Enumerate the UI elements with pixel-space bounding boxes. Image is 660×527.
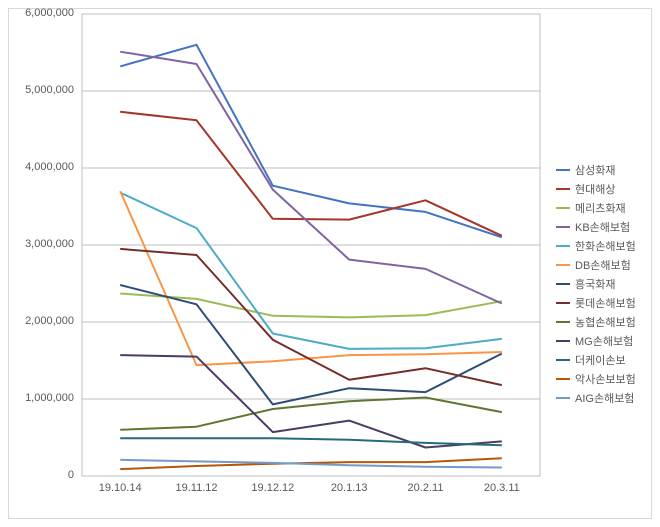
legend-item: 더케이손보 (556, 350, 636, 369)
legend-label: 삼성화재 (575, 162, 615, 178)
y-tick-label: 5,000,000 (0, 84, 74, 96)
legend-label: AIG손해보험 (575, 390, 634, 406)
x-tick-label: 20.1.13 (311, 482, 387, 494)
y-tick-label: 2,000,000 (0, 315, 74, 327)
legend-swatch (556, 207, 570, 209)
legend-item: 농협손해보험 (556, 312, 636, 331)
y-tick-label: 4,000,000 (0, 161, 74, 173)
legend-swatch (556, 302, 570, 304)
legend-swatch (556, 283, 570, 285)
chart-legend: 삼성화재현대해상메리츠화재 KB손해보험한화손해보험 DB손해보험흥국화재롯데손해보… (556, 160, 636, 407)
legend-label: 흥국화재 (575, 276, 615, 292)
x-tick-label: 20.2.11 (387, 482, 463, 494)
legend-label: 농협손해보험 (575, 314, 636, 330)
legend-label: DB손해보험 (575, 257, 631, 273)
legend-label: 현대해상 (575, 181, 615, 197)
legend-swatch (556, 321, 570, 323)
legend-item: 삼성화재 (556, 160, 636, 179)
legend-swatch (556, 359, 570, 361)
legend-item: 현대해상 (556, 179, 636, 198)
legend-swatch (556, 245, 570, 247)
y-tick-label: 0 (0, 469, 74, 481)
legend-item: AIG손해보험 (556, 388, 636, 407)
legend-swatch (556, 188, 570, 190)
legend-item: KB손해보험 (556, 217, 636, 236)
legend-label: 한화손해보험 (575, 238, 636, 254)
legend-swatch (556, 378, 570, 380)
x-tick-label: 19.12.12 (235, 482, 311, 494)
chart-container: 삼성화재현대해상메리츠화재 KB손해보험한화손해보험 DB손해보험흥국화재롯데손해보… (0, 0, 660, 527)
legend-item: 롯데손해보험 (556, 293, 636, 312)
legend-swatch (556, 169, 570, 171)
legend-swatch (556, 397, 570, 399)
legend-label: KB손해보험 (575, 219, 630, 235)
legend-item: 흥국화재 (556, 274, 636, 293)
legend-swatch (556, 264, 570, 266)
legend-item: MG손해보험 (556, 331, 636, 350)
x-tick-label: 19.11.12 (158, 482, 234, 494)
legend-label: 악사손보보험 (575, 371, 636, 387)
legend-label: MG손해보험 (575, 333, 633, 349)
y-tick-label: 6,000,000 (0, 7, 74, 19)
x-tick-label: 20.3.11 (464, 482, 540, 494)
legend-label: 롯데손해보험 (575, 295, 636, 311)
legend-label: 더케이손보 (575, 352, 626, 368)
y-tick-label: 1,000,000 (0, 392, 74, 404)
legend-swatch (556, 340, 570, 342)
legend-swatch (556, 226, 570, 228)
y-tick-label: 3,000,000 (0, 238, 74, 250)
legend-label: 메리츠화재 (575, 200, 626, 216)
legend-item: 악사손보보험 (556, 369, 636, 388)
legend-item: DB손해보험 (556, 255, 636, 274)
x-tick-label: 19.10.14 (82, 482, 158, 494)
legend-item: 메리츠화재 (556, 198, 636, 217)
legend-item: 한화손해보험 (556, 236, 636, 255)
